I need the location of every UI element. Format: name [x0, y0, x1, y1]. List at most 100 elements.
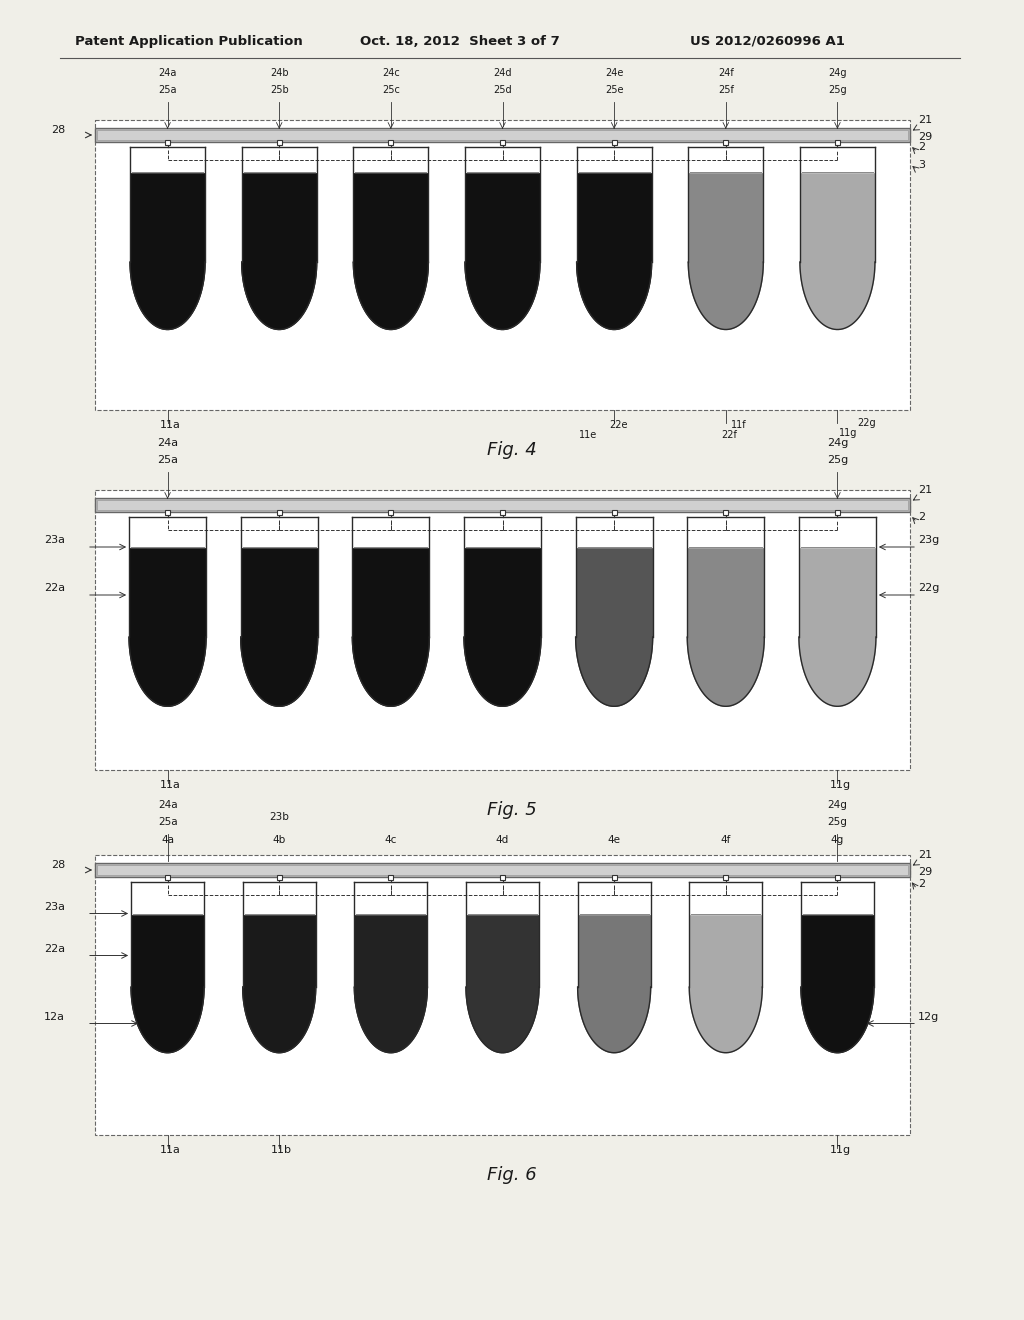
- Polygon shape: [129, 638, 206, 706]
- Polygon shape: [130, 261, 205, 330]
- Text: 4a: 4a: [161, 836, 174, 845]
- Bar: [611, 874, 616, 879]
- Polygon shape: [578, 987, 650, 1052]
- Bar: [835, 874, 840, 879]
- Text: 23b: 23b: [269, 812, 289, 822]
- Text: US 2012/0260996 A1: US 2012/0260996 A1: [690, 36, 845, 48]
- Bar: [388, 140, 393, 144]
- Polygon shape: [353, 261, 428, 330]
- Polygon shape: [689, 987, 762, 1052]
- Text: 11e: 11e: [580, 430, 597, 440]
- Text: 29: 29: [918, 867, 932, 876]
- Text: 25a: 25a: [157, 455, 178, 465]
- Bar: [165, 874, 170, 879]
- Text: Fig. 4: Fig. 4: [487, 441, 537, 459]
- Bar: [165, 510, 170, 515]
- Text: 11a: 11a: [160, 780, 180, 789]
- Text: 22f: 22f: [721, 430, 736, 440]
- Polygon shape: [688, 261, 763, 330]
- Text: 23a: 23a: [44, 535, 65, 545]
- Polygon shape: [799, 638, 876, 706]
- Text: 24a: 24a: [159, 69, 177, 78]
- Text: 11g: 11g: [840, 428, 858, 438]
- Polygon shape: [800, 261, 874, 330]
- Bar: [835, 140, 840, 144]
- Text: 24d: 24d: [494, 69, 512, 78]
- Text: 28: 28: [51, 861, 65, 870]
- Text: 24a: 24a: [157, 438, 178, 447]
- Text: 22a: 22a: [44, 583, 65, 593]
- Polygon shape: [131, 987, 204, 1052]
- Bar: [95, 128, 910, 143]
- Text: 11g: 11g: [829, 780, 851, 789]
- Bar: [500, 140, 505, 144]
- Text: 25e: 25e: [605, 84, 624, 95]
- Bar: [97, 500, 908, 510]
- Text: 24f: 24f: [718, 69, 733, 78]
- Bar: [611, 510, 616, 515]
- Bar: [276, 140, 282, 144]
- Polygon shape: [466, 987, 539, 1052]
- Text: 25g: 25g: [828, 84, 847, 95]
- Polygon shape: [243, 987, 315, 1052]
- Text: 21: 21: [918, 484, 932, 495]
- Bar: [835, 510, 840, 515]
- Text: 25b: 25b: [270, 84, 289, 95]
- Text: 29: 29: [918, 132, 932, 143]
- Text: 4b: 4b: [272, 836, 286, 845]
- Text: 12g: 12g: [918, 1011, 939, 1022]
- Bar: [723, 140, 728, 144]
- Text: 28: 28: [51, 125, 65, 135]
- Text: 24g: 24g: [828, 69, 847, 78]
- Text: 23a: 23a: [44, 902, 65, 912]
- Text: 25g: 25g: [827, 817, 848, 828]
- Text: 4g: 4g: [830, 836, 844, 845]
- Polygon shape: [577, 261, 651, 330]
- Text: 25c: 25c: [382, 84, 399, 95]
- Text: 24e: 24e: [605, 69, 624, 78]
- Bar: [95, 120, 910, 411]
- Text: 25a: 25a: [159, 84, 177, 95]
- Text: 11b: 11b: [271, 1144, 292, 1155]
- Polygon shape: [352, 638, 429, 706]
- Bar: [95, 855, 910, 1135]
- Text: 2: 2: [918, 879, 925, 888]
- Text: 25g: 25g: [826, 455, 848, 465]
- Bar: [388, 510, 393, 515]
- Text: 22e: 22e: [609, 420, 628, 430]
- Polygon shape: [242, 261, 316, 330]
- Bar: [276, 874, 282, 879]
- Text: Patent Application Publication: Patent Application Publication: [75, 36, 303, 48]
- Bar: [500, 874, 505, 879]
- Text: 2: 2: [918, 143, 925, 152]
- Bar: [611, 140, 616, 144]
- Text: 25f: 25f: [718, 84, 734, 95]
- Polygon shape: [687, 638, 764, 706]
- Text: 24c: 24c: [382, 69, 399, 78]
- Text: Fig. 5: Fig. 5: [487, 801, 537, 818]
- Polygon shape: [801, 987, 873, 1052]
- Text: Oct. 18, 2012  Sheet 3 of 7: Oct. 18, 2012 Sheet 3 of 7: [360, 36, 560, 48]
- Polygon shape: [465, 261, 540, 330]
- Text: 22g: 22g: [857, 418, 877, 428]
- Bar: [95, 863, 910, 876]
- Text: 22a: 22a: [44, 944, 65, 953]
- Text: 24g: 24g: [826, 438, 848, 447]
- Bar: [95, 490, 910, 770]
- Polygon shape: [464, 638, 541, 706]
- Bar: [500, 510, 505, 515]
- Bar: [388, 874, 393, 879]
- Text: 11f: 11f: [731, 420, 746, 430]
- Text: 21: 21: [918, 115, 932, 125]
- Bar: [95, 498, 910, 512]
- Text: 4d: 4d: [496, 836, 509, 845]
- Text: 24a: 24a: [158, 800, 177, 810]
- Bar: [165, 140, 170, 144]
- Text: 25a: 25a: [158, 817, 177, 828]
- Text: 2: 2: [918, 512, 925, 521]
- Polygon shape: [241, 638, 317, 706]
- Polygon shape: [575, 638, 652, 706]
- Bar: [723, 874, 728, 879]
- Bar: [723, 510, 728, 515]
- Text: 4e: 4e: [607, 836, 621, 845]
